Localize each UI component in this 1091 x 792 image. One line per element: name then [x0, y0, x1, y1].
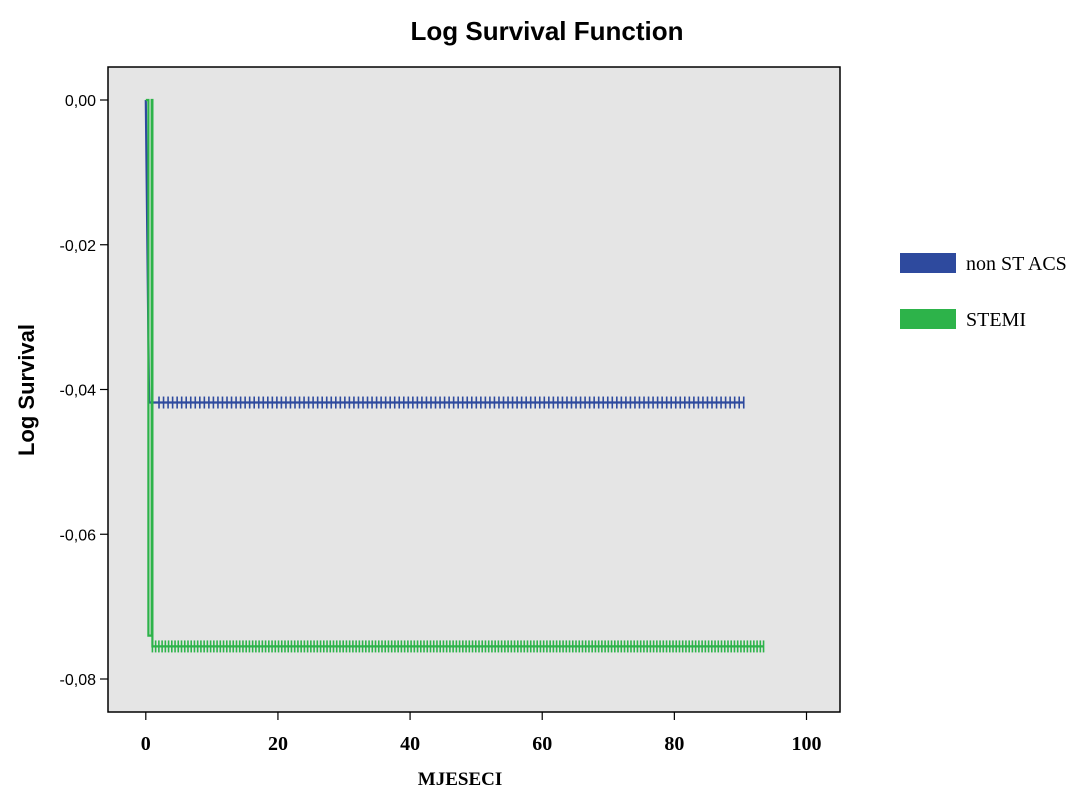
chart-title: Log Survival Function [410, 16, 683, 46]
series-non-st-acs [144, 99, 745, 409]
series-stemi [145, 98, 765, 653]
x-axis-label: MJESECI [418, 769, 502, 790]
x-tick-label: 40 [400, 733, 420, 755]
x-tick-label: 0 [141, 733, 151, 755]
y-tick-label: 0,00 [65, 93, 96, 110]
y-tick-label: -0,06 [60, 527, 97, 544]
plot-area [107, 66, 841, 713]
x-axis: 0 20 40 60 80 100 [141, 712, 822, 755]
legend-swatch [900, 253, 956, 273]
y-tick-label: -0,08 [60, 672, 97, 689]
y-axis: 0,00 -0,02 -0,04 -0,06 -0,08 [60, 93, 108, 689]
y-axis-label: Log Survival [14, 324, 39, 456]
x-tick-label: 80 [664, 733, 684, 755]
legend-label: non ST ACS [966, 253, 1067, 275]
y-tick-label: -0,04 [60, 383, 97, 400]
legend-label: STEMI [966, 309, 1026, 331]
x-tick-label: 100 [792, 733, 822, 755]
series-line [145, 98, 764, 648]
y-tick-label: -0,02 [60, 238, 97, 255]
x-tick-label: 20 [268, 733, 288, 755]
legend-swatch [900, 309, 956, 329]
x-tick-label: 60 [532, 733, 552, 755]
series-layer [144, 98, 765, 653]
legend: non ST ACS STEMI [900, 253, 1067, 331]
